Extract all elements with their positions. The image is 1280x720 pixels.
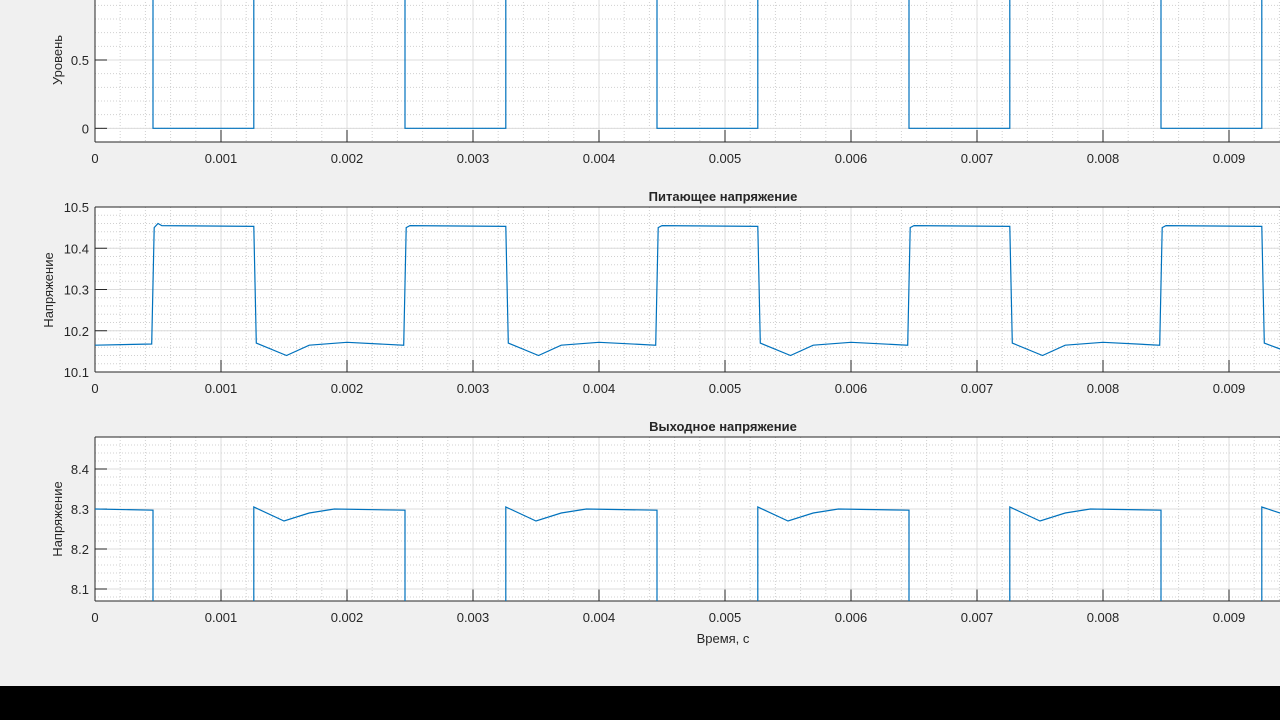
x-tick-label: 0.003	[457, 151, 490, 166]
x-tick-label: 0.008	[1087, 151, 1120, 166]
x-tick-label: 0.002	[331, 610, 364, 625]
x-tick-label: 0.006	[835, 381, 868, 396]
y-tick-label: 8.3	[71, 502, 89, 517]
subplot-title: Выходное напряжение	[649, 419, 797, 434]
x-axis-label: Время, с	[697, 631, 750, 646]
x-tick-label: 0.006	[835, 610, 868, 625]
plot-area	[95, 437, 1280, 601]
x-tick-label: 0.005	[709, 610, 742, 625]
x-tick-label: 0.007	[961, 381, 994, 396]
x-tick-label: 0	[91, 381, 98, 396]
x-tick-label: 0.008	[1087, 610, 1120, 625]
x-tick-label: 0	[91, 151, 98, 166]
x-tick-label: 0.002	[331, 151, 364, 166]
x-tick-label: 0.004	[583, 610, 616, 625]
x-tick-label: 0.006	[835, 151, 868, 166]
series-line	[152, 0, 1263, 129]
figure: 0 0.001 0.002 0.003 0.004 0.005 0.006 0.007 0.00…	[41, 0, 1280, 646]
x-tick-label: 0.001	[205, 610, 238, 625]
x-tick-label: 0.001	[205, 381, 238, 396]
y-tick-label: 0.5	[71, 53, 89, 68]
subplot-1: 0 0.001 0.002 0.003 0.004 0.005 0.006 0.007 0.00…	[50, 0, 1280, 166]
x-tick-label: 0.001	[205, 151, 238, 166]
x-tick-label: 0.009	[1213, 610, 1246, 625]
y-tick-label: 8.4	[71, 462, 89, 477]
x-tick-label: 0.007	[961, 610, 994, 625]
x-tick-label: 0.004	[583, 381, 616, 396]
y-tick-label: 10.3	[64, 283, 89, 298]
y-tick-label: 10.2	[64, 324, 89, 339]
x-tick-label: 0.009	[1213, 151, 1246, 166]
subplot-title: Питающее напряжение	[649, 189, 798, 204]
series-line	[95, 506, 1280, 601]
y-tick-label: 10.5	[64, 200, 89, 215]
y-tick-label: 10.4	[64, 241, 89, 256]
plot-area	[95, 0, 1280, 142]
x-tick-label: 0.005	[709, 151, 742, 166]
x-tick-label: 0.005	[709, 381, 742, 396]
x-tick-label: 0.003	[457, 381, 490, 396]
x-tick-label: 0.002	[331, 381, 364, 396]
y-tick-label: 0	[82, 121, 89, 136]
x-tick-label: 0.009	[1213, 381, 1246, 396]
subplot-3: 0 0.001 0.002 0.003 0.004 0.005 0.006 0.007 0.00…	[50, 419, 1280, 646]
y-tick-label: 8.2	[71, 542, 89, 557]
x-tick-label: 0.004	[583, 151, 616, 166]
y-tick-label: 8.1	[71, 582, 89, 597]
y-tick-label: 10.1	[64, 365, 89, 380]
y-axis-label: Напряжение	[50, 481, 65, 556]
subplot-2: 0 0.001 0.002 0.003 0.004 0.005 0.006 0.007 0.00…	[41, 189, 1280, 396]
x-tick-label: 0.008	[1087, 381, 1120, 396]
bottom-bar	[0, 686, 1280, 720]
x-tick-label: 0.003	[457, 610, 490, 625]
y-axis-label: Уровень	[50, 35, 65, 85]
x-tick-label: 0	[91, 610, 98, 625]
series-line	[95, 222, 1280, 357]
x-tick-label: 0.007	[961, 151, 994, 166]
y-axis-label: Напряжение	[41, 252, 56, 327]
